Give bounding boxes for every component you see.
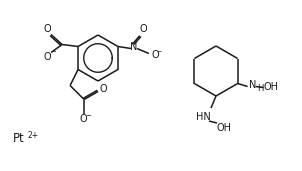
Text: O: O xyxy=(79,114,87,123)
Text: O: O xyxy=(43,24,51,35)
Text: OH: OH xyxy=(217,123,232,133)
Text: O: O xyxy=(43,52,51,62)
Text: O: O xyxy=(139,24,147,35)
Text: N: N xyxy=(249,80,256,89)
Text: H: H xyxy=(257,84,263,93)
Text: N: N xyxy=(130,43,138,52)
Text: 2+: 2+ xyxy=(28,130,39,140)
Text: O: O xyxy=(99,83,107,94)
Text: −: − xyxy=(85,113,91,119)
Text: HN: HN xyxy=(196,112,210,122)
Text: O: O xyxy=(151,49,159,60)
Text: Pt: Pt xyxy=(13,133,25,146)
Text: −: − xyxy=(50,49,56,55)
Text: OH: OH xyxy=(263,82,278,91)
Text: −: − xyxy=(156,48,162,53)
